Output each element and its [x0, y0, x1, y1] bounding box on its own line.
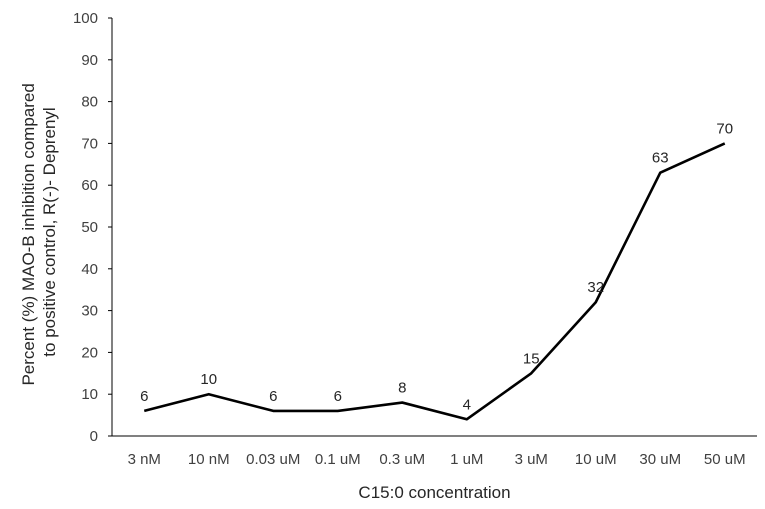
data-label: 6	[140, 388, 148, 405]
y-tick-label: 80	[81, 94, 98, 111]
data-label: 63	[652, 150, 669, 167]
data-label: 10	[200, 371, 217, 388]
y-tick-label: 50	[81, 219, 98, 236]
x-tick-label: 1 uM	[450, 451, 483, 468]
y-tick-label: 100	[73, 10, 98, 27]
x-tick-label: 30 uM	[639, 451, 681, 468]
y-tick-label: 30	[81, 303, 98, 320]
data-label: 15	[523, 350, 540, 367]
x-tick-label: 10 nM	[188, 451, 230, 468]
x-axis-title: C15:0 concentration	[358, 483, 510, 502]
data-label: 6	[269, 388, 277, 405]
x-tick-label: 10 uM	[575, 451, 617, 468]
y-tick-label: 90	[81, 52, 98, 69]
data-label: 6	[334, 388, 342, 405]
y-tick-label: 40	[81, 261, 98, 278]
data-label: 8	[398, 380, 406, 397]
series-line	[143, 142, 726, 421]
y-axis-title-line-1: Percent (%) MAO-B inhibition compared	[19, 83, 38, 385]
x-tick-label: 3 uM	[515, 451, 548, 468]
x-tick-label: 0.3 uM	[379, 451, 425, 468]
y-tick-label: 10	[81, 386, 98, 403]
x-axis: 3 nM 10 nM 0.03 uM 0.1 uM 0.3 uM 1 uM 3 uM 10 u…	[112, 435, 757, 468]
y-tick-label: 20	[81, 344, 98, 361]
x-tick-label: 0.03 uM	[246, 451, 300, 468]
data-label: 70	[716, 120, 733, 137]
x-tick-label: 3 nM	[128, 451, 161, 468]
y-tick-label: 60	[81, 177, 98, 194]
data-label: 4	[463, 396, 471, 413]
y-axis-title: Percent (%) MAO-B inhibition compared to…	[19, 78, 59, 385]
y-axis-title-line-2: to positive control, R(-)- Deprenyl	[40, 107, 59, 356]
x-tick-label: 0.1 uM	[315, 451, 361, 468]
y-tick-label: 70	[81, 135, 98, 152]
y-axis: 0 10 20 30 40 50 60 70 80 90 100	[73, 10, 113, 445]
data-label: 32	[587, 279, 604, 296]
x-tick-label: 50 uM	[704, 451, 746, 468]
y-tick-label: 0	[90, 428, 98, 445]
series: 6 10 6 6 8 4 15 32 63 70	[140, 120, 733, 421]
